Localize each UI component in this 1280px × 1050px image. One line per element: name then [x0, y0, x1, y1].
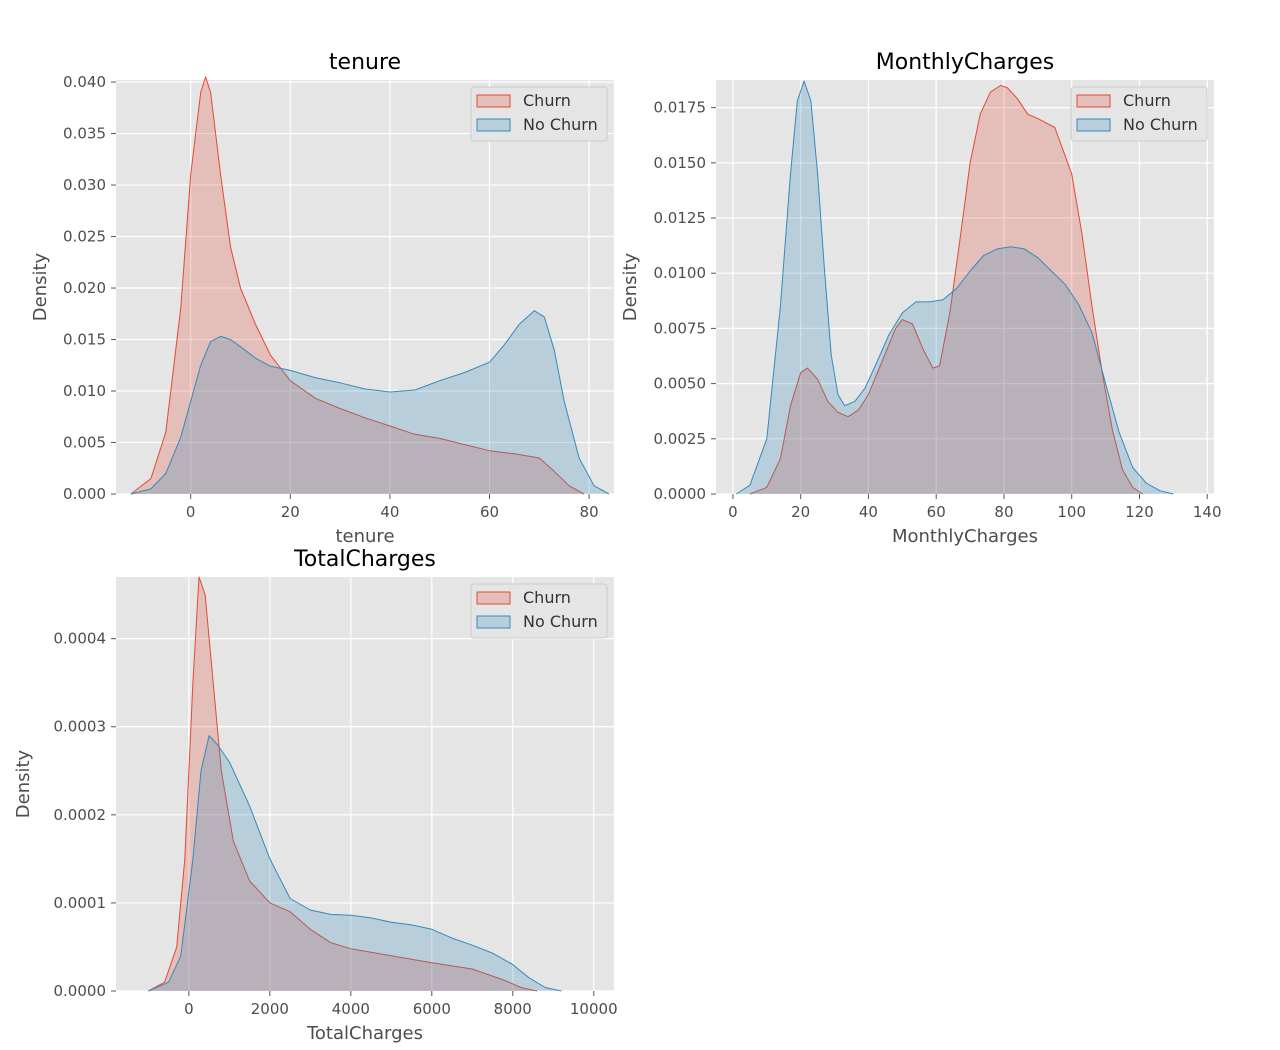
plot-area: [716, 80, 1214, 494]
x-axis-label: MonthlyCharges: [892, 526, 1038, 547]
legend-label-churn: Churn: [1123, 91, 1171, 110]
plot-area: [116, 577, 614, 991]
y-tick-label: 0.0125: [654, 209, 707, 227]
legend-box: [470, 583, 608, 639]
legend-box: [1070, 86, 1208, 142]
chart-title: tenure: [329, 50, 401, 75]
x-tick-label: 0: [186, 503, 196, 521]
x-tick-label: 120: [1125, 503, 1154, 521]
chart-panel-1: 0 20 40 60 80 0.000 0.005 0.010 0.015 0.020 0.025 0…: [30, 50, 614, 547]
y-tick-label: 0.015: [63, 331, 106, 349]
chart-panel-3: 0 2000 4000 6000 8000 10000 0.0000 0.0001 0.0002…: [13, 547, 618, 1044]
y-tick-label: 0.035: [63, 125, 106, 143]
y-tick-label: 0.025: [63, 228, 106, 246]
y-axis-label: Density: [30, 252, 51, 321]
density-area-churn: [148, 577, 538, 991]
density-area-no-churn: [736, 81, 1174, 494]
legend-swatch-churn: [476, 94, 511, 108]
x-tick-label: 100: [1057, 503, 1086, 521]
x-tick-label: 20: [281, 503, 300, 521]
chart-title: MonthlyCharges: [876, 50, 1055, 75]
y-tick-label: 0.0002: [54, 806, 107, 824]
legend-swatch-no-churn: [476, 118, 511, 132]
density-area-churn: [130, 76, 585, 495]
y-tick-label: 0.0025: [654, 430, 707, 448]
x-axis-label: tenure: [335, 526, 394, 547]
x-tick-label: 8000: [494, 1000, 532, 1018]
x-tick-label: 0: [728, 503, 738, 521]
x-tick-label: 2000: [251, 1000, 289, 1018]
density-line-churn: [148, 576, 538, 992]
x-tick-label: 80: [994, 503, 1013, 521]
x-tick-label: 20: [791, 503, 810, 521]
density-line-no-churn: [148, 735, 562, 992]
x-tick-label: 60: [480, 503, 499, 521]
legend-swatch-churn: [1076, 94, 1111, 108]
y-tick-label: 0.0175: [654, 99, 707, 117]
y-axis-label: Density: [620, 252, 641, 321]
y-tick-label: 0.0001: [54, 894, 107, 912]
x-tick-label: 4000: [332, 1000, 370, 1018]
x-tick-label: 80: [580, 503, 599, 521]
x-tick-label: 6000: [413, 1000, 451, 1018]
density-area-no-churn: [130, 310, 609, 494]
chart-panel-2: 0 20 40 60 80 100 120 140 0.0000 0.0025 0.0050 0.00…: [620, 50, 1222, 547]
density-area-churn: [749, 85, 1143, 494]
y-tick-label: 0.0075: [654, 319, 707, 337]
y-tick-label: 0.030: [63, 176, 106, 194]
chart-title: TotalCharges: [293, 547, 436, 572]
y-tick-label: 0.0100: [654, 264, 707, 282]
x-tick-label: 10000: [570, 1000, 618, 1018]
legend-swatch-no-churn: [1076, 118, 1111, 132]
density-line-no-churn: [736, 80, 1174, 495]
x-tick-label: 60: [927, 503, 946, 521]
y-tick-label: 0.0004: [54, 630, 107, 648]
legend: Churn No Churn: [470, 86, 608, 142]
y-tick-label: 0.0000: [54, 982, 107, 1000]
x-tick-label: 40: [859, 503, 878, 521]
x-tick-label: 0: [184, 1000, 194, 1018]
density-line-churn: [130, 76, 585, 495]
y-tick-label: 0.010: [63, 382, 106, 400]
y-tick-label: 0.000: [63, 485, 106, 503]
y-tick-label: 0.0003: [54, 718, 107, 736]
x-tick-label: 40: [380, 503, 399, 521]
y-tick-label: 0.040: [63, 73, 106, 91]
density-area-no-churn: [148, 735, 562, 991]
legend-label-churn: Churn: [523, 588, 571, 607]
density-line-churn: [749, 85, 1144, 495]
legend-box: [470, 86, 608, 142]
legend-label-no-churn: No Churn: [523, 115, 598, 134]
y-tick-label: 0.0000: [654, 485, 707, 503]
y-tick-label: 0.020: [63, 279, 106, 297]
y-axis-label: Density: [13, 749, 34, 818]
x-axis-label: TotalCharges: [306, 1023, 423, 1044]
plot-area: [116, 80, 614, 494]
y-tick-label: 0.0050: [654, 375, 707, 393]
legend-swatch-no-churn: [476, 615, 511, 629]
legend-label-no-churn: No Churn: [1123, 115, 1198, 134]
legend-swatch-churn: [476, 591, 511, 605]
x-tick-label: 140: [1193, 503, 1222, 521]
legend: Churn No Churn: [470, 583, 608, 639]
y-tick-label: 0.0150: [654, 154, 707, 172]
legend: Churn No Churn: [1070, 86, 1208, 142]
y-tick-label: 0.005: [63, 434, 106, 452]
density-line-no-churn: [130, 310, 610, 495]
legend-label-no-churn: No Churn: [523, 612, 598, 631]
legend-label-churn: Churn: [523, 91, 571, 110]
